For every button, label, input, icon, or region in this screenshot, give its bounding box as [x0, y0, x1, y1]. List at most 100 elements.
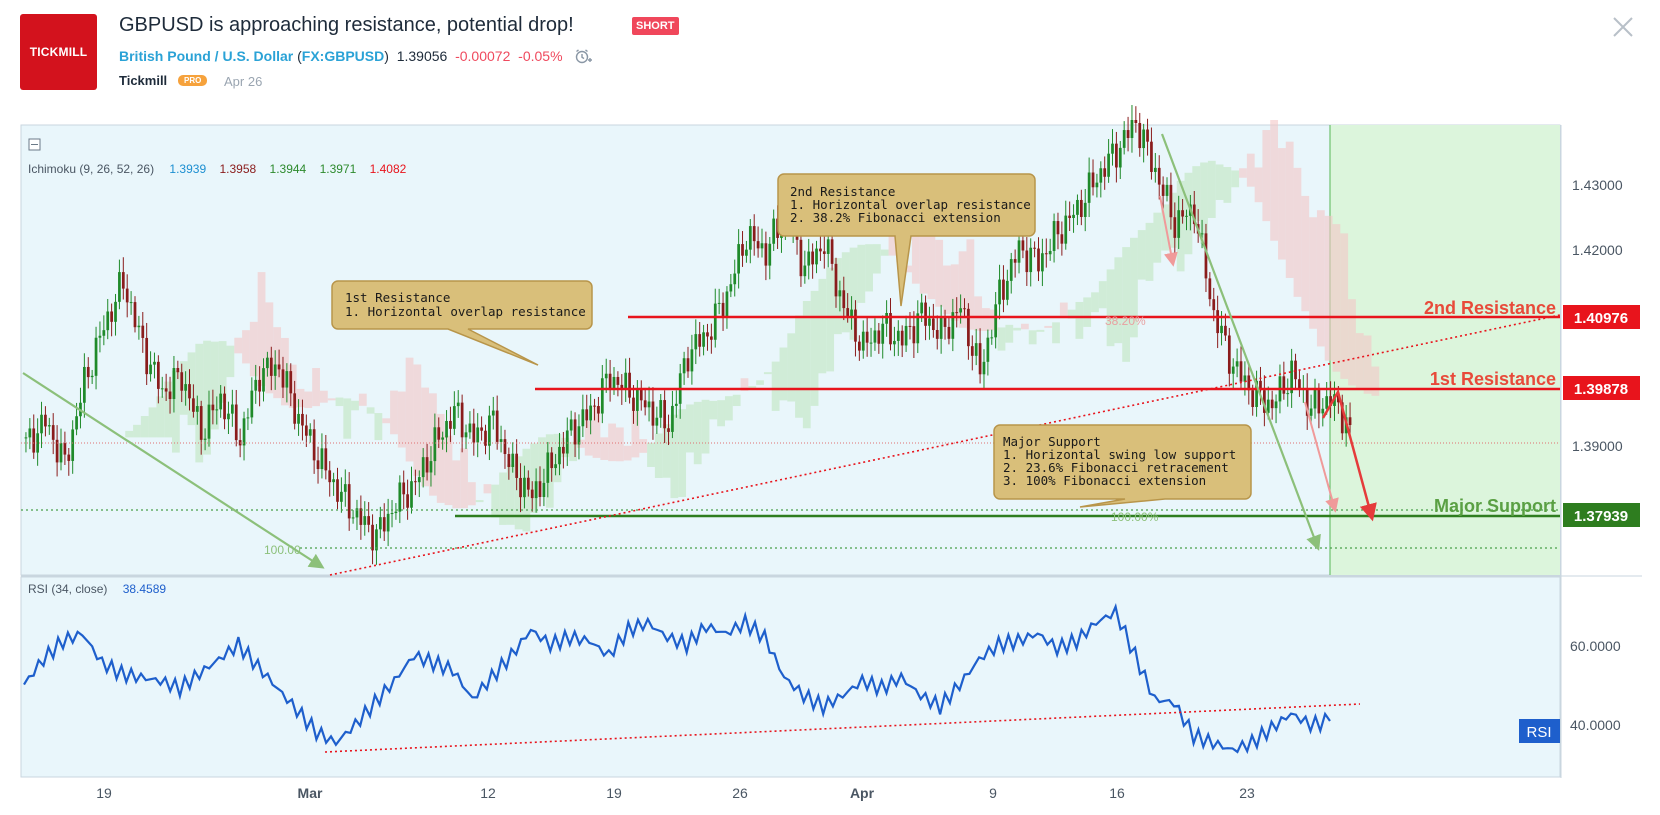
- close-icon[interactable]: [1610, 14, 1636, 40]
- candle-body: [1259, 380, 1262, 391]
- candle-body: [1118, 147, 1122, 168]
- candle-body: [32, 428, 36, 453]
- candle-body: [488, 415, 491, 446]
- candle-body: [768, 243, 772, 266]
- candle-body: [815, 248, 818, 265]
- cloud-band: [133, 424, 141, 438]
- candle-body: [195, 406, 199, 412]
- cloud-band: [288, 364, 297, 409]
- candle-body: [799, 239, 803, 277]
- short-badge: SHORT: [632, 17, 679, 35]
- symbol-code-link[interactable]: FX:GBPUSD: [301, 48, 385, 64]
- cloud-band: [545, 434, 554, 508]
- cloud-band: [615, 427, 624, 462]
- candle-body: [484, 430, 487, 446]
- candle-body: [230, 404, 234, 414]
- cloud-band: [989, 309, 998, 331]
- candle-body: [1048, 250, 1052, 255]
- candle-body: [297, 413, 300, 424]
- candle-body: [608, 373, 612, 389]
- cloud-band: [1013, 327, 1021, 331]
- candle-body: [188, 384, 191, 399]
- callout-3-line-1: 1. Horizontal swing low support: [1003, 447, 1236, 462]
- author-link[interactable]: Tickmill: [119, 73, 168, 88]
- cloud-band: [818, 278, 827, 374]
- cloud-band: [538, 437, 546, 483]
- fib-measure-arrow-right: [1160, 133, 1321, 551]
- cloud-band: [919, 227, 928, 294]
- candle-body: [1247, 375, 1251, 391]
- candle-body: [145, 337, 149, 375]
- candle-body: [889, 313, 892, 345]
- candle-body: [192, 398, 195, 412]
- candle-body: [168, 391, 172, 400]
- candle-body: [573, 419, 577, 445]
- cloud-band: [203, 340, 211, 455]
- candle-body: [1270, 399, 1274, 409]
- candle-body: [382, 517, 386, 532]
- fib-label-100-right: 100.00%: [1111, 510, 1159, 524]
- candle-body: [546, 452, 550, 483]
- rsi-pane: [20, 576, 1561, 778]
- candle-body: [141, 325, 145, 338]
- cloud-band: [1355, 333, 1364, 390]
- callout-1-title: 1st Resistance: [345, 290, 450, 305]
- cloud-band: [327, 398, 336, 401]
- candle-body: [924, 302, 927, 326]
- candle-body: [55, 439, 59, 463]
- cloud-band: [577, 439, 585, 448]
- rsi-line: [23, 602, 1331, 755]
- candle-body: [1087, 172, 1091, 203]
- candle-body: [1317, 388, 1321, 414]
- cloud-band: [935, 239, 944, 307]
- candle-body: [632, 397, 635, 411]
- candle-body: [1298, 379, 1301, 389]
- candle-body: [819, 248, 822, 252]
- candle-body: [1169, 184, 1173, 218]
- candle-body: [717, 302, 721, 304]
- candle-body: [947, 326, 951, 339]
- cloud-band: [1293, 167, 1302, 297]
- cloud-band: [1106, 269, 1115, 347]
- candle-body: [585, 409, 589, 421]
- alarm-clock-icon[interactable]: [574, 48, 593, 64]
- rsi-legend: RSI (34, close) 38.4589: [28, 582, 166, 596]
- candle-body: [1231, 366, 1235, 374]
- candle-body: [476, 427, 480, 443]
- cloud-band: [195, 343, 204, 463]
- candle-body: [149, 364, 152, 375]
- candle-body: [811, 251, 814, 265]
- candle-body: [604, 373, 608, 379]
- label-major-support: Major Support: [1434, 496, 1556, 516]
- candle-body: [1181, 210, 1184, 217]
- candle-body: [293, 393, 297, 424]
- candle-body: [745, 249, 748, 256]
- candle-body: [273, 364, 277, 376]
- symbol-name-link[interactable]: British Pound / U.S. Dollar: [119, 48, 294, 64]
- cloud-band: [857, 244, 866, 303]
- cloud-band: [553, 433, 562, 483]
- cloud-band: [1207, 160, 1216, 218]
- candle-body: [472, 423, 476, 443]
- cloud-band: [218, 341, 227, 403]
- candle-body: [686, 358, 690, 372]
- candle-body: [951, 312, 955, 339]
- candle-body: [437, 427, 441, 440]
- candle-body: [764, 243, 768, 266]
- candle-body: [277, 364, 281, 370]
- candle-body: [756, 241, 760, 249]
- candle-body: [44, 414, 47, 427]
- candle-body: [967, 308, 970, 347]
- candle-body: [1286, 393, 1290, 395]
- candle-body: [507, 454, 511, 467]
- time-axis-ticks: 19 Mar 12 19 26 Apr 9 16 23: [96, 785, 1255, 801]
- candle-body: [86, 366, 90, 378]
- candle-body: [227, 413, 230, 420]
- candle-body: [1348, 417, 1352, 425]
- cloud-band: [880, 249, 889, 256]
- cloud-band: [623, 445, 632, 461]
- candle-body: [1200, 233, 1204, 235]
- candle-body: [468, 423, 472, 433]
- candle-body: [464, 432, 468, 438]
- candle-body: [721, 302, 725, 317]
